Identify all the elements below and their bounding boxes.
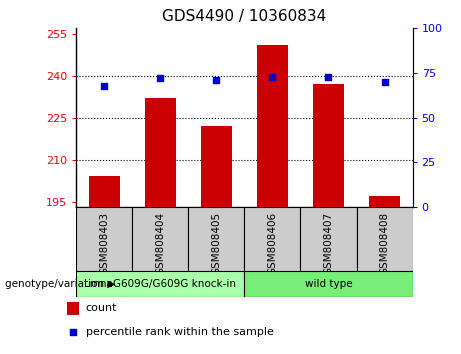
Bar [67, 302, 79, 315]
Bar [145, 98, 176, 207]
Text: wild type: wild type [305, 279, 352, 289]
Text: GSM808403: GSM808403 [99, 212, 109, 275]
Bar [76, 271, 244, 297]
Text: genotype/variation ▶: genotype/variation ▶ [5, 279, 115, 289]
Point [325, 74, 332, 79]
Bar [188, 207, 244, 271]
Text: GSM808407: GSM808407 [324, 212, 333, 275]
Bar [76, 207, 132, 271]
Text: GSM808406: GSM808406 [267, 212, 278, 275]
Point [69, 329, 77, 335]
Text: GSM808404: GSM808404 [155, 212, 165, 275]
Bar [369, 196, 400, 207]
Bar [301, 207, 356, 271]
Bar [356, 207, 413, 271]
Point [100, 83, 108, 88]
Text: LmnaG609G/G609G knock-in: LmnaG609G/G609G knock-in [84, 279, 236, 289]
Text: GSM808408: GSM808408 [379, 212, 390, 275]
Bar [257, 45, 288, 207]
Bar [313, 84, 344, 207]
Bar [201, 126, 232, 207]
Bar [132, 207, 188, 271]
Bar [244, 271, 413, 297]
Point [269, 74, 276, 79]
Bar [244, 207, 301, 271]
Bar [89, 176, 119, 207]
Text: GSM808405: GSM808405 [211, 212, 221, 275]
Text: percentile rank within the sample: percentile rank within the sample [86, 327, 274, 337]
Point [213, 77, 220, 83]
Point [156, 75, 164, 81]
Title: GDS4490 / 10360834: GDS4490 / 10360834 [162, 9, 326, 24]
Text: count: count [86, 303, 118, 313]
Point [381, 79, 388, 85]
